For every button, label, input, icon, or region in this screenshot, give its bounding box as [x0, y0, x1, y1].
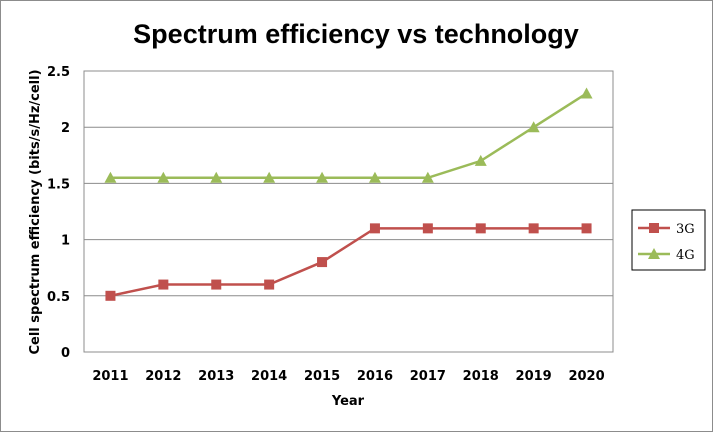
- y-axis-label: Cell spectrum efficiency (bits/s/Hz/cell…: [28, 69, 43, 354]
- y-tick-label: 2.5: [47, 65, 70, 80]
- data-point: [317, 257, 328, 268]
- x-tick-label: 2014: [251, 369, 287, 384]
- x-tick-label: 2012: [145, 369, 181, 384]
- x-tick-label: 2020: [568, 369, 604, 384]
- series-3G: [105, 223, 592, 301]
- y-tick-label: 0: [61, 346, 70, 361]
- y-tick-label: 2: [61, 121, 70, 136]
- series-line: [110, 227, 587, 298]
- x-axis-label: Year: [331, 394, 365, 409]
- plot-background: [83, 70, 614, 353]
- series-4G: [104, 87, 593, 183]
- x-tick-label: 2017: [410, 369, 446, 384]
- data-point: [527, 121, 540, 133]
- data-point: [528, 223, 539, 234]
- y-tick-label: 0.5: [47, 290, 70, 305]
- data-point: [263, 171, 276, 183]
- legend-label: 4G: [676, 248, 695, 263]
- legend: 3G 4G: [631, 209, 706, 271]
- x-tick-label: 2016: [357, 369, 393, 384]
- data-point: [422, 223, 433, 234]
- data-point: [264, 279, 275, 290]
- legend-item-4G: 4G: [638, 248, 695, 263]
- x-tick-label: 2013: [198, 369, 234, 384]
- series-line: [110, 92, 588, 180]
- data-point: [474, 154, 487, 166]
- legend-item-3G: 3G: [638, 222, 695, 237]
- plot-area: 00.511.522.5 2011 2012 2013 2014 2015 2016 201…: [47, 65, 614, 384]
- data-point: [369, 223, 380, 234]
- data-point: [104, 171, 117, 183]
- data-point: [475, 223, 486, 234]
- data-point: [580, 87, 593, 99]
- gridlines: [84, 126, 613, 297]
- x-tick-labels: 2011 2012 2013 2014 2015 2016 2017 2018 2019 2020: [92, 369, 604, 384]
- x-tick-label: 2018: [463, 369, 499, 384]
- x-tick-label: 2011: [92, 369, 128, 384]
- y-tick-labels: 0 0.5 1 1.5 2 2.5: [47, 65, 70, 361]
- data-point: [581, 223, 592, 234]
- series-layer: [104, 87, 593, 301]
- data-point: [105, 290, 116, 301]
- data-point: [211, 279, 222, 290]
- data-point: [157, 171, 170, 183]
- data-point: [648, 248, 660, 259]
- x-tick-label: 2015: [304, 369, 340, 384]
- x-tick-label: 2019: [516, 369, 552, 384]
- data-point: [368, 171, 381, 183]
- legend-box: [631, 209, 706, 271]
- data-point: [316, 171, 329, 183]
- legend-label: 3G: [676, 222, 695, 237]
- data-point: [210, 171, 223, 183]
- y-tick-label: 1.5: [47, 177, 70, 192]
- legend-items: 3G 4G: [638, 222, 695, 263]
- y-tick-label: 1: [61, 234, 70, 249]
- chart-title: Spectrum efficiency vs technology: [133, 19, 579, 49]
- data-point: [421, 171, 434, 183]
- data-point: [158, 279, 169, 290]
- data-point: [649, 223, 659, 233]
